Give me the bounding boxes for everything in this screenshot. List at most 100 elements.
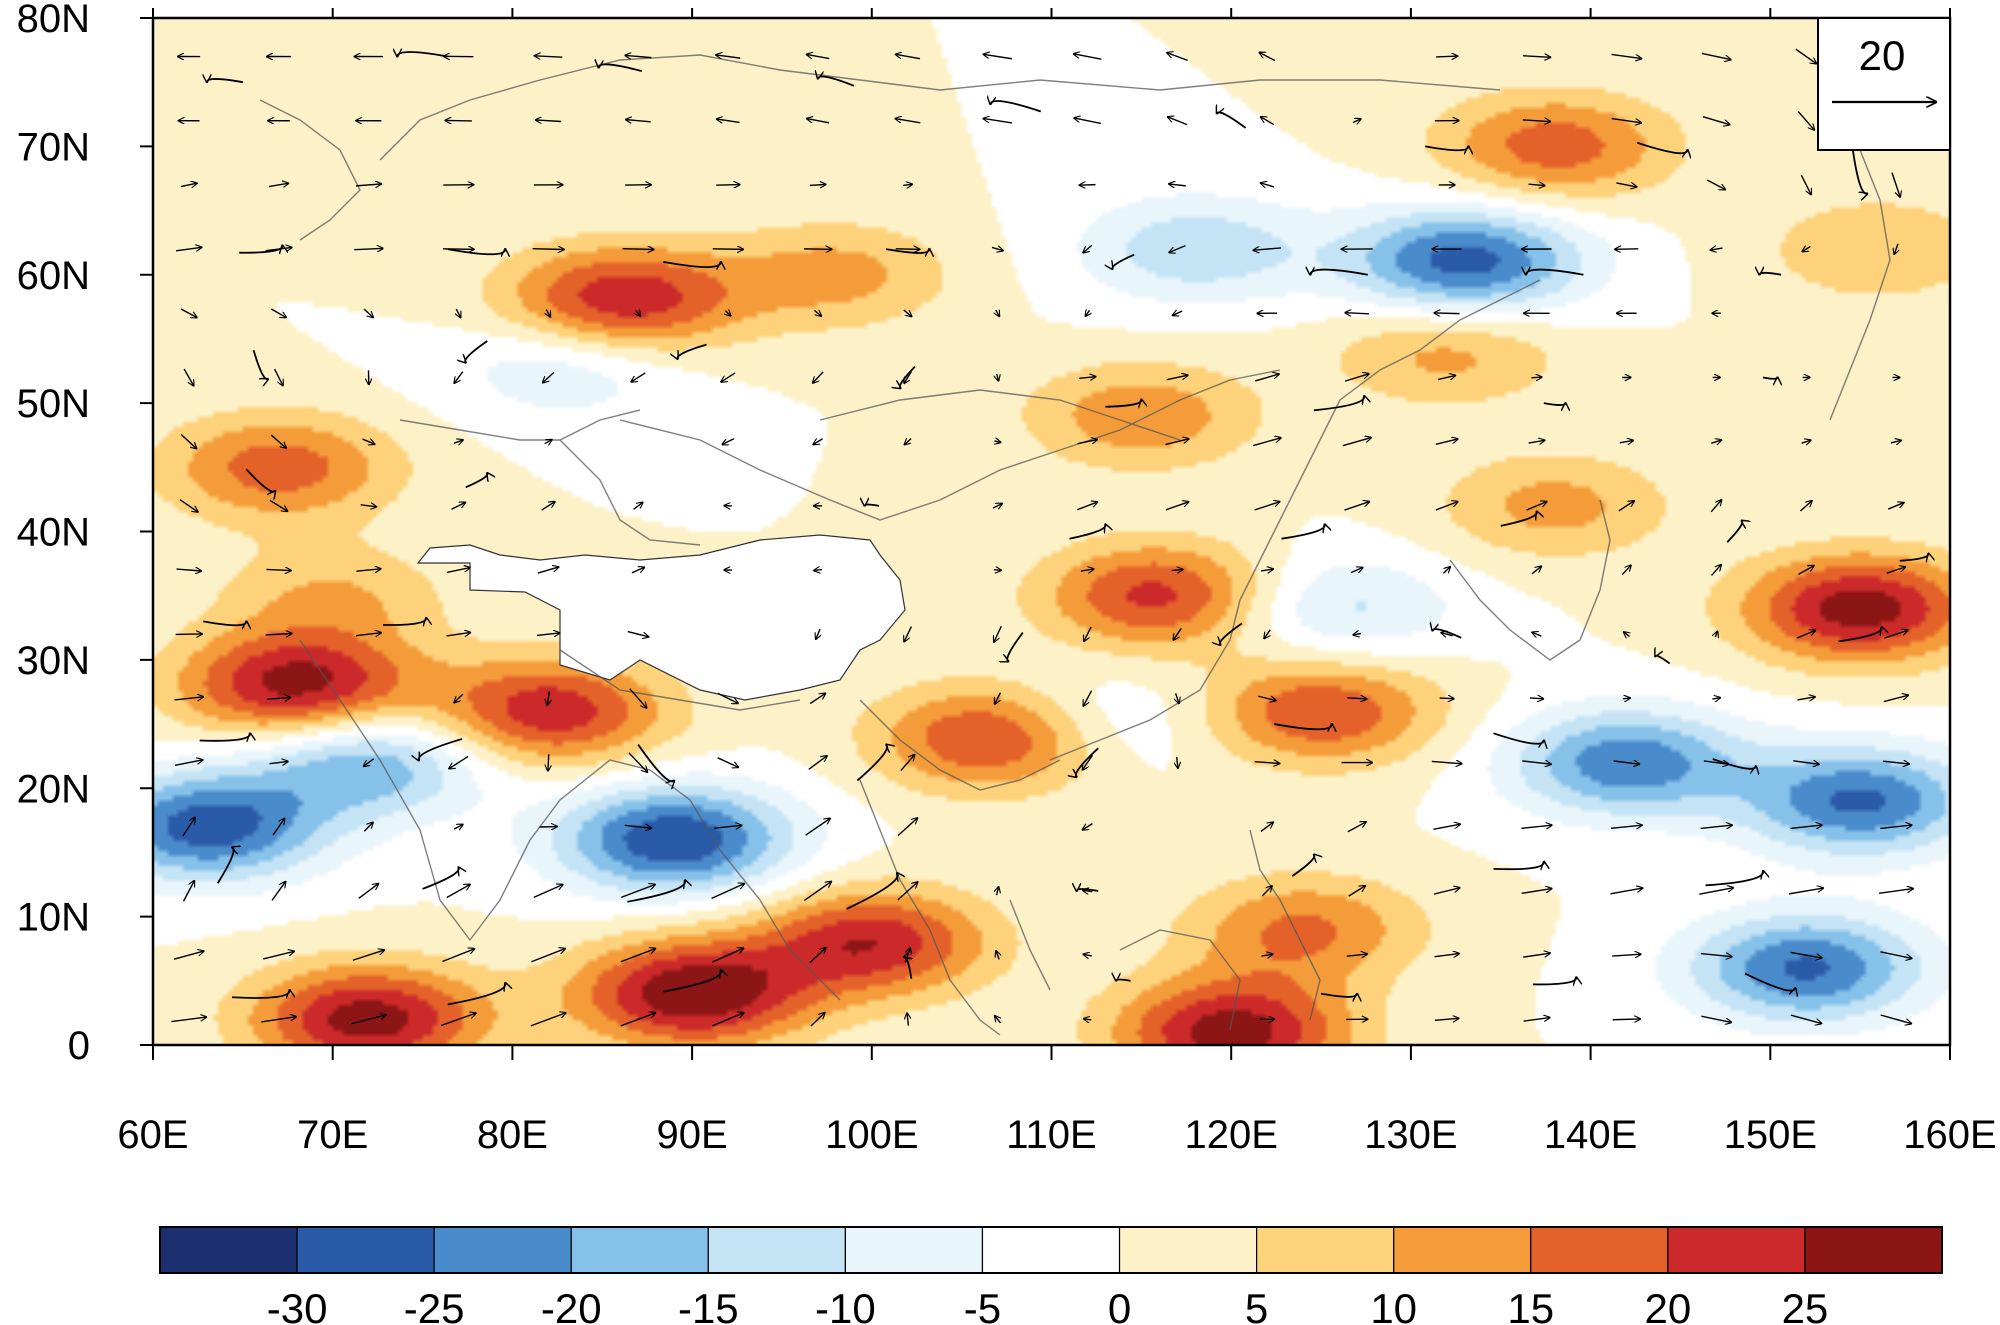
wind-vector-small: [1880, 1014, 1912, 1024]
wind-vector-small: [1611, 117, 1642, 123]
wind-vector-small: [1886, 567, 1906, 574]
wind-vector-small: [363, 308, 373, 318]
wind-vector-small: [620, 1013, 656, 1027]
wind-vector-small: [725, 311, 730, 316]
wind-vector-small: [1610, 825, 1642, 828]
wind-vector: [1425, 146, 1468, 150]
wind-vector-small: [1084, 626, 1092, 641]
wind-vector-small: [1347, 698, 1366, 699]
wind-vector-small: [991, 247, 1003, 250]
wind-vector-small: [544, 440, 552, 444]
wind-vector-small: [721, 372, 736, 382]
wind-vector-small: [449, 755, 469, 768]
wind-vector-small: [533, 885, 563, 899]
x-tick-label: 90E: [657, 1113, 728, 1157]
wind-vector-small: [1522, 56, 1551, 58]
wind-vector-small: [1801, 440, 1811, 443]
wind-vector: [252, 349, 268, 379]
wind-vector: [1116, 980, 1131, 981]
wind-vector-small: [174, 697, 203, 700]
wind-vector: [1274, 724, 1332, 729]
wind-vector: [865, 505, 880, 506]
wind-vector-small: [1083, 890, 1093, 891]
wind-vector: [207, 79, 244, 82]
wind-vector-small: [1436, 56, 1457, 57]
wind-vector: [1762, 377, 1777, 378]
anomaly-field-image: [153, 18, 1950, 1045]
wind-vector-small: [1260, 822, 1273, 832]
wind-vector-small: [1074, 54, 1102, 60]
wind-vector-small: [803, 881, 831, 902]
wind-vector-small: [904, 371, 912, 384]
wind-vector-small: [453, 824, 463, 829]
wind-vector-small: [548, 754, 549, 771]
wind-vector-field: [171, 49, 1928, 1027]
wind-vector-small: [352, 950, 384, 961]
wind-vector-small: [270, 434, 286, 448]
wind-vector-small: [712, 1013, 744, 1027]
wind-vector-small: [1258, 695, 1276, 700]
wind-vector: [1493, 862, 1544, 870]
wind-vector: [216, 847, 234, 884]
wind-vector-small: [1800, 174, 1811, 195]
wind-vector: [1432, 629, 1462, 639]
wind-vector-small: [1167, 53, 1188, 62]
wind-vector-small: [717, 119, 740, 122]
wind-vector-small: [897, 818, 917, 837]
wind-vector: [419, 738, 463, 761]
colorbar-segment: [1118, 1226, 1258, 1274]
wind-vector-small: [269, 499, 288, 511]
wind-vector-small: [625, 55, 652, 57]
wind-vector: [1112, 253, 1135, 269]
wind-vector-small: [1433, 824, 1460, 831]
colorbar-label: 10: [1370, 1285, 1417, 1325]
colorbar-segment: [1256, 1226, 1395, 1274]
x-tick-label: 140E: [1544, 1113, 1637, 1157]
colorbar-segment: [1804, 1226, 1943, 1274]
wind-vector: [1220, 622, 1243, 645]
wind-vector-small: [995, 1016, 1001, 1024]
wind-vector-small: [636, 310, 641, 316]
y-tick-label: 20N: [17, 767, 90, 811]
wind-vector: [447, 983, 506, 1006]
wind-vector-small: [712, 948, 744, 963]
wind-vector-small: [1261, 886, 1272, 897]
wind-vector-small: [626, 120, 651, 122]
wind-vector-small: [268, 183, 289, 186]
x-tick-label: 130E: [1364, 1113, 1457, 1157]
wind-vector-small: [1528, 440, 1545, 443]
wind-vector: [818, 77, 855, 87]
wind-vector-small: [1711, 440, 1721, 443]
wind-vector-small: [717, 692, 738, 703]
wind-vector-small: [456, 308, 460, 317]
wind-vector: [904, 957, 911, 979]
colorbar-frame: [159, 1226, 1943, 1274]
plateau-mask: [416, 534, 906, 701]
wind-vector-small: [1882, 761, 1909, 764]
wind-vector: [1291, 854, 1314, 877]
wind-vector-small: [1168, 117, 1188, 126]
wind-vector-small: [1884, 630, 1908, 639]
reference-vector-label: 20: [1859, 32, 1906, 79]
wind-vector-small: [536, 633, 560, 635]
wind-vector: [856, 745, 887, 782]
wind-vector: [239, 245, 282, 252]
wind-vector-small: [1788, 888, 1823, 895]
wind-vector-small: [1880, 825, 1912, 828]
wind-vector-small: [620, 948, 656, 963]
wind-vector-small: [182, 881, 195, 902]
wind-vector-small: [1254, 502, 1280, 511]
wind-vector-small: [174, 760, 203, 766]
wind-vector-small: [1079, 377, 1096, 379]
colorbar-segment: [296, 1226, 435, 1274]
colorbar-segment: [981, 1226, 1121, 1274]
wind-vector: [422, 867, 459, 890]
wind-vector-small: [1353, 634, 1361, 635]
wind-vector-small: [994, 625, 1002, 642]
wind-vector: [990, 101, 1042, 113]
wind-vector: [465, 340, 488, 363]
wind-vector-small: [1347, 822, 1366, 833]
wind-vector-small: [363, 822, 373, 832]
wind-vector-small: [1254, 374, 1279, 382]
wind-vector-small: [716, 185, 740, 186]
